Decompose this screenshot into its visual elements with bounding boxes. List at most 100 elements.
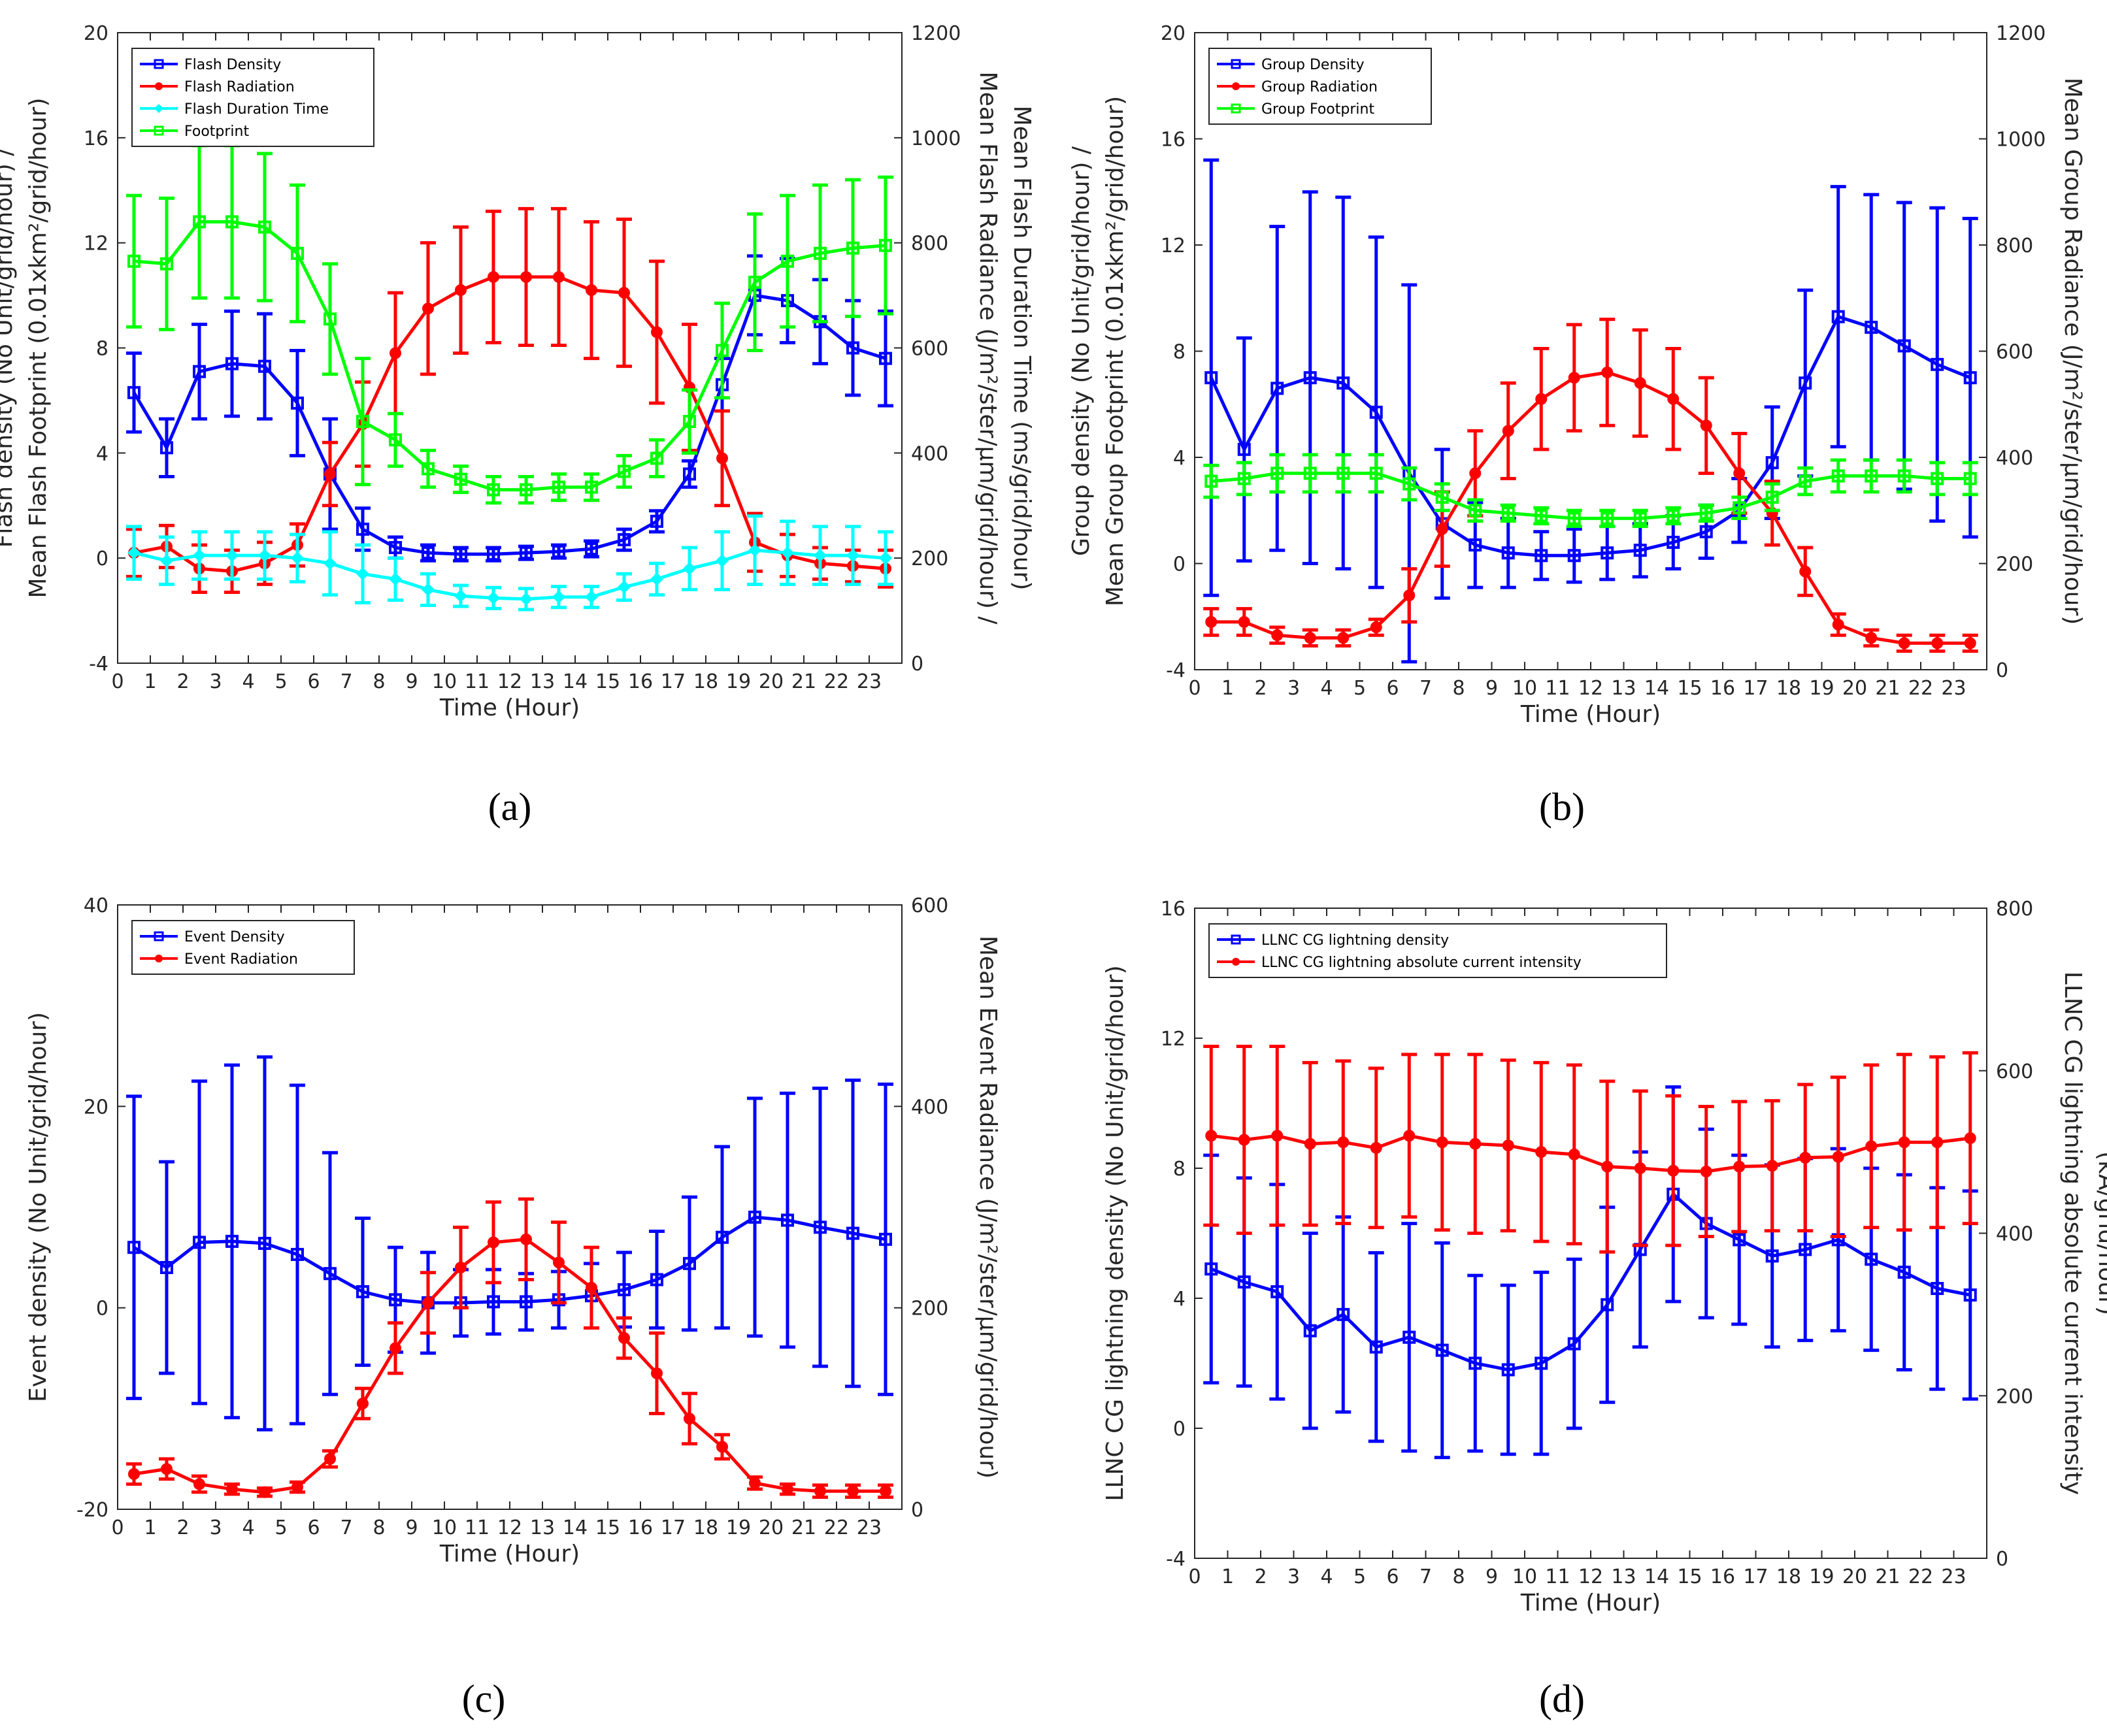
x-tick-label: 4: [1320, 677, 1333, 700]
data-point: [487, 483, 500, 497]
y-axis-label-right: LLNC CG lightning absolute current inten…: [2059, 972, 2086, 1495]
y-tick-label-left: 40: [84, 894, 108, 917]
series-line: [1211, 471, 1970, 520]
data-point: [585, 590, 598, 604]
data-point: [1633, 512, 1647, 525]
x-tick-label: 12: [497, 1516, 522, 1539]
data-point: [520, 483, 533, 497]
y-tick-label-right: 200: [911, 548, 948, 570]
y-tick-label-right: 0: [1996, 659, 2008, 682]
data-point: [488, 270, 499, 283]
data-point: [193, 1478, 205, 1490]
legend-swatch-marker: [1232, 958, 1240, 966]
data-point: [1502, 425, 1514, 437]
data-point: [1766, 1160, 1778, 1172]
x-tick-label: 14: [1644, 677, 1669, 700]
x-tick-label: 23: [857, 1516, 882, 1539]
data-point: [1501, 546, 1515, 560]
data-point: [161, 1463, 173, 1475]
x-tick-label: 7: [1419, 677, 1432, 700]
x-tick-label: 8: [373, 1516, 385, 1539]
x-tick-label: 19: [1809, 677, 1834, 700]
x-tick-label: 17: [661, 1516, 686, 1539]
y-tick-label-left: 12: [1161, 235, 1186, 257]
data-point: [1271, 1130, 1284, 1142]
data-point: [291, 551, 304, 565]
data-point: [814, 246, 827, 260]
data-point: [1931, 357, 1944, 371]
legend-swatch-marker: [1231, 59, 1241, 69]
x-tick-label: 6: [307, 670, 320, 693]
legend-entry: Group Footprint: [1261, 101, 1374, 118]
x-tick-label: 16: [628, 670, 653, 693]
x-tick-label: 4: [242, 1516, 254, 1539]
x-tick-label: 21: [1875, 677, 1900, 700]
x-tick-label: 0: [1188, 1565, 1201, 1588]
panel-caption: (b): [1539, 785, 1585, 828]
data-point: [1963, 371, 1977, 385]
data-point: [127, 385, 141, 399]
legend-swatch-marker: [155, 82, 163, 90]
series-flash-duration-time: [126, 514, 893, 612]
data-point: [1337, 1136, 1350, 1149]
data-point: [455, 1262, 467, 1273]
data-point: [1336, 467, 1350, 480]
data-point: [258, 1237, 271, 1250]
x-tick-label: 8: [373, 670, 385, 693]
data-point: [1271, 629, 1284, 642]
data-point: [1270, 1285, 1284, 1299]
series-line: [132, 293, 886, 556]
x-tick-label: 3: [1287, 677, 1300, 700]
data-point: [814, 549, 827, 563]
data-point: [356, 522, 369, 536]
data-point: [324, 557, 337, 570]
data-point: [1469, 1138, 1482, 1150]
y-tick-label-left: 0: [1173, 553, 1186, 576]
x-tick-label: 0: [111, 670, 124, 693]
x-tick-label: 1: [1221, 677, 1234, 700]
data-point: [1468, 538, 1482, 552]
x-tick-label: 17: [1743, 1565, 1768, 1588]
x-tick-label: 9: [1485, 677, 1498, 700]
x-tick-label: 11: [465, 1516, 489, 1539]
data-point: [422, 462, 435, 476]
series-line: [133, 275, 886, 573]
data-point: [1667, 1164, 1680, 1177]
data-point: [1765, 490, 1779, 504]
data-point: [1535, 393, 1548, 405]
x-axis-label: Time (Hour): [1520, 701, 1661, 728]
data-point: [193, 365, 206, 378]
data-point: [1237, 1275, 1251, 1289]
data-point: [1336, 376, 1350, 390]
data-point: [1205, 615, 1218, 628]
data-point: [879, 238, 892, 252]
panel-caption: (c): [462, 1677, 506, 1720]
data-point: [1567, 549, 1581, 563]
x-tick-label: 15: [595, 670, 620, 693]
x-axis-label: Time (Hour): [439, 1541, 580, 1567]
y-tick-label-right: 200: [1996, 1385, 2033, 1408]
data-point: [847, 1485, 859, 1498]
x-tick-label: 19: [1809, 1565, 1834, 1588]
data-point: [1535, 509, 1548, 523]
x-tick-label: 4: [1320, 1565, 1333, 1588]
x-tick-label: 1: [144, 1516, 156, 1539]
data-point: [390, 1342, 401, 1354]
series-line: [133, 548, 886, 601]
data-point: [1799, 1151, 1812, 1164]
y-tick-label-right: 1000: [1996, 129, 2046, 152]
x-tick-label: 2: [176, 670, 189, 693]
data-point: [422, 303, 434, 315]
data-point: [127, 1241, 141, 1254]
series-footprint: [126, 144, 893, 505]
x-tick-label: 20: [1842, 677, 1867, 700]
data-point: [259, 1486, 271, 1498]
data-point: [1502, 1139, 1514, 1152]
data-point: [356, 1285, 369, 1298]
y-tick-label-right: 600: [911, 338, 948, 361]
y-tick-label-right: 0: [1996, 1548, 2008, 1571]
x-tick-label: 21: [791, 1516, 816, 1539]
data-point: [1204, 474, 1218, 488]
x-tick-label: 23: [857, 670, 882, 693]
